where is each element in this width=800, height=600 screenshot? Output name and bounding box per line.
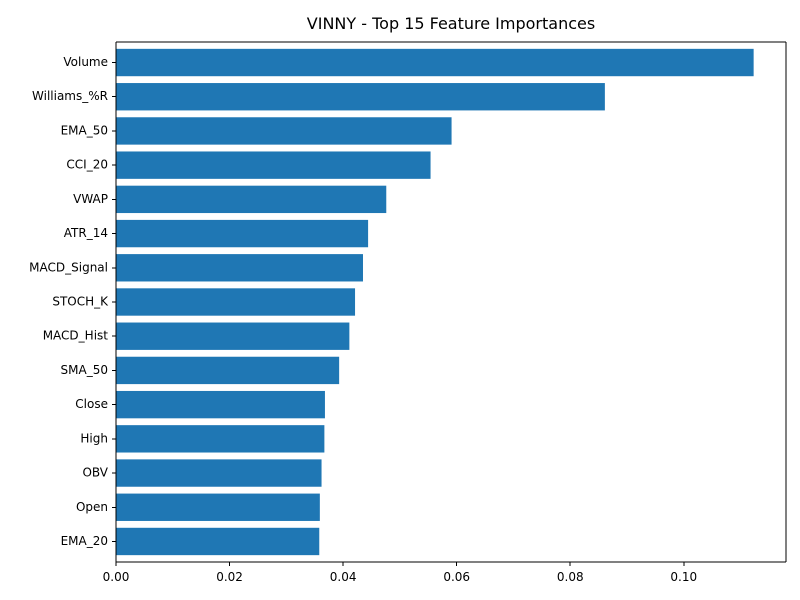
- bar-obv: [116, 459, 322, 487]
- x-tick-label: 0.10: [670, 570, 697, 584]
- bars-layer: [116, 48, 754, 556]
- bar-high: [116, 425, 325, 453]
- bar-ema-50: [116, 117, 452, 145]
- y-tick-label: CCI_20: [66, 158, 108, 172]
- x-axis-ticks: 0.00 0.02 0.04 0.06 0.08 0.10: [103, 562, 697, 584]
- x-tick-label: 0.04: [330, 570, 357, 584]
- y-tick-label: Close: [75, 397, 108, 411]
- bar-vwap: [116, 185, 387, 214]
- y-tick-label: EMA_50: [61, 123, 108, 137]
- bar-macd-hist: [116, 322, 350, 350]
- bar-open: [116, 493, 320, 521]
- bar-williams-r: [116, 83, 605, 111]
- y-tick-label: SMA_50: [61, 363, 108, 377]
- y-tick-label: Open: [76, 500, 108, 514]
- x-tick-label: 0.06: [443, 570, 470, 584]
- plot-frame: [115, 41, 787, 563]
- y-tick-label: High: [80, 431, 108, 445]
- bar-close: [116, 390, 325, 419]
- x-tick-label: 0.08: [557, 570, 584, 584]
- y-tick-label: MACD_Signal: [29, 260, 108, 274]
- y-tick-label: EMA_20: [61, 534, 108, 548]
- bar-macd-signal: [116, 254, 363, 282]
- y-axis-ticks: Volume Williams_%R EMA_50 CCI_20 VWAP ATR_14 M…: [29, 55, 116, 548]
- y-tick-label: STOCH_K: [52, 295, 109, 309]
- y-tick-label: MACD_Hist: [43, 329, 109, 343]
- y-tick-label: Volume: [63, 55, 108, 69]
- chart-title: VINNY - Top 15 Feature Importances: [307, 14, 595, 33]
- y-tick-label: OBV: [82, 466, 108, 480]
- bar-cci-20: [116, 151, 431, 179]
- x-tick-label: 0.00: [103, 570, 130, 584]
- y-tick-label: Williams_%R: [32, 89, 108, 103]
- y-tick-label: VWAP: [73, 192, 108, 206]
- bar-sma-50: [116, 356, 340, 385]
- bar-ema-20: [116, 527, 320, 556]
- bar-stoch-k: [116, 288, 356, 316]
- y-tick-label: ATR_14: [64, 226, 108, 240]
- bar-atr-14: [116, 219, 369, 248]
- bar-volume: [116, 48, 754, 77]
- x-tick-label: 0.02: [216, 570, 243, 584]
